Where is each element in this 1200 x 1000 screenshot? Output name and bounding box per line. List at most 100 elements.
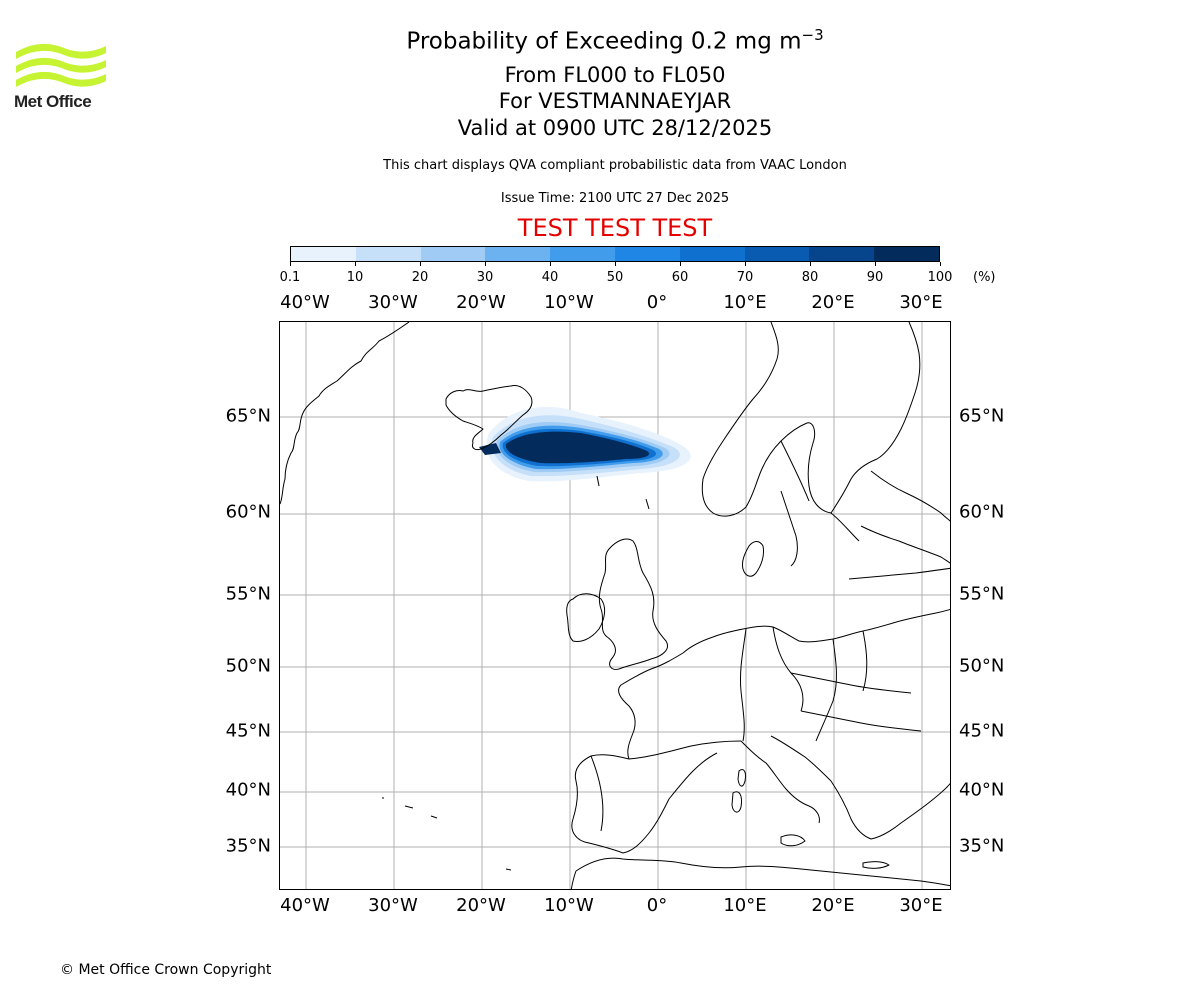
- colorbar-tick-mark: [485, 262, 486, 266]
- colorbar-tick-label: 50: [606, 270, 624, 285]
- finland-coast: [870, 470, 950, 522]
- colorbar-segment: [614, 247, 680, 261]
- latitude-label: 65°N: [225, 405, 271, 427]
- balkan-coast: [830, 780, 950, 840]
- colorbar-tick-mark: [290, 262, 291, 266]
- issue-time: Issue Time: 2100 UTC 27 Dec 2025: [500, 191, 730, 206]
- colorbar-segment: [550, 247, 615, 261]
- colorbar-segment: [291, 247, 356, 261]
- longitude-label: 20°W: [456, 895, 506, 916]
- met-office-waves-icon: [16, 43, 106, 87]
- colorbar-tick-label: 80: [801, 270, 819, 285]
- longitude-label: 40°W: [280, 292, 330, 313]
- latitude-label: 55°N: [225, 583, 271, 605]
- longitude-label: 10°W: [544, 292, 594, 313]
- scandinavia-coast: [701, 322, 921, 517]
- latitude-label: 50°N: [225, 655, 271, 677]
- corsica: [737, 768, 746, 787]
- longitude-label: 30°E: [899, 895, 943, 916]
- colorbar-unit: (%): [973, 270, 996, 285]
- latitude-label: 60°N: [959, 501, 1005, 523]
- map-svg: [280, 322, 950, 889]
- colorbar-segment: [809, 247, 875, 261]
- longitude-label: 30°W: [368, 895, 418, 916]
- longitude-label: 20°E: [811, 895, 855, 916]
- colorbar-tick-label: 20: [411, 270, 429, 285]
- adriatic-coast: [770, 735, 832, 782]
- latitude-label: 65°N: [959, 405, 1005, 427]
- colorbar-tick-mark: [875, 262, 876, 266]
- ash-plume: [479, 406, 691, 482]
- colorbar-tick-label: 100: [927, 270, 953, 285]
- crete: [862, 861, 890, 869]
- colorbar-segment: [744, 247, 810, 261]
- latitude-label: 60°N: [225, 501, 271, 523]
- gridlines: [280, 322, 950, 889]
- africa-west-coast: [570, 870, 577, 889]
- iceland-coast: [445, 385, 533, 451]
- italy-coast: [740, 740, 820, 824]
- continental-coast: [682, 608, 950, 654]
- latitude-label: 45°N: [959, 720, 1005, 742]
- ireland-coast: [566, 593, 606, 642]
- longitude-label: 10°W: [544, 895, 594, 916]
- colorbar: [290, 246, 940, 262]
- longitude-label: 10°E: [723, 292, 767, 313]
- colorbar-segment: [485, 247, 551, 261]
- longitude-label: 40°W: [280, 895, 330, 916]
- colorbar-tick-label: 0.1: [279, 270, 301, 285]
- colorbar-tick-mark: [745, 262, 746, 266]
- colorbar-segment: [874, 247, 939, 261]
- colorbar-segment: [420, 247, 486, 261]
- latitude-label: 35°N: [959, 835, 1005, 857]
- country-borders: [590, 440, 950, 832]
- latitude-label: 40°N: [959, 779, 1005, 801]
- colorbar-tick-mark: [420, 262, 421, 266]
- colorbar-tick-label: 40: [541, 270, 559, 285]
- colorbar-segment: [355, 247, 421, 261]
- sardinia: [731, 791, 742, 813]
- colorbar-tick-mark: [810, 262, 811, 266]
- longitude-label: 0°: [646, 292, 668, 313]
- colorbar-segment: [679, 247, 745, 261]
- colorbar-tick-label: 90: [866, 270, 884, 285]
- valid-time: Valid at 0900 UTC 28/12/2025: [457, 116, 773, 140]
- chart-description: This chart displays QVA compliant probab…: [383, 158, 847, 173]
- madeira: [505, 868, 512, 871]
- france-west-coast: [618, 652, 684, 760]
- longitude-label: 30°W: [368, 292, 418, 313]
- colorbar-tick-mark: [550, 262, 551, 266]
- longitude-label: 30°E: [899, 292, 943, 313]
- chart-title: Probability of Exceeding 0.2 mg m−3: [406, 26, 824, 55]
- colorbar-tick-label: 70: [736, 270, 754, 285]
- shetland: [645, 498, 650, 510]
- colorbar-tick-mark: [940, 262, 941, 266]
- sweden-south: [780, 490, 798, 567]
- colorbar-tick-label: 10: [346, 270, 364, 285]
- longitude-label: 20°E: [811, 292, 855, 313]
- volcano-name: For VESTMANNAEYJAR: [498, 89, 732, 113]
- iberia-coast: [571, 752, 718, 854]
- latitude-label: 35°N: [225, 835, 271, 857]
- colorbar-tick-mark: [680, 262, 681, 266]
- colorbar-tick-label: 60: [671, 270, 689, 285]
- longitude-label: 0°: [646, 895, 668, 916]
- copyright: © Met Office Crown Copyright: [60, 962, 272, 978]
- colorbar-tick-mark: [615, 262, 616, 266]
- latitude-label: 45°N: [225, 720, 271, 742]
- longitude-label: 20°W: [456, 292, 506, 313]
- great-britain-coast: [598, 538, 668, 670]
- test-banner: TEST TEST TEST: [517, 214, 713, 242]
- latitude-label: 50°N: [959, 655, 1005, 677]
- coastlines: [280, 322, 950, 889]
- logo-text: Met Office: [14, 92, 92, 111]
- baltic-coast: [860, 525, 950, 564]
- greenland-coast: [280, 322, 410, 505]
- latitude-label: 55°N: [959, 583, 1005, 605]
- map-frame: [279, 321, 951, 890]
- sicily: [780, 834, 806, 847]
- colorbar-tick-mark: [355, 262, 356, 266]
- colorbar-tick-label: 30: [476, 270, 494, 285]
- north-africa-coast: [575, 857, 950, 887]
- faroes: [596, 475, 600, 487]
